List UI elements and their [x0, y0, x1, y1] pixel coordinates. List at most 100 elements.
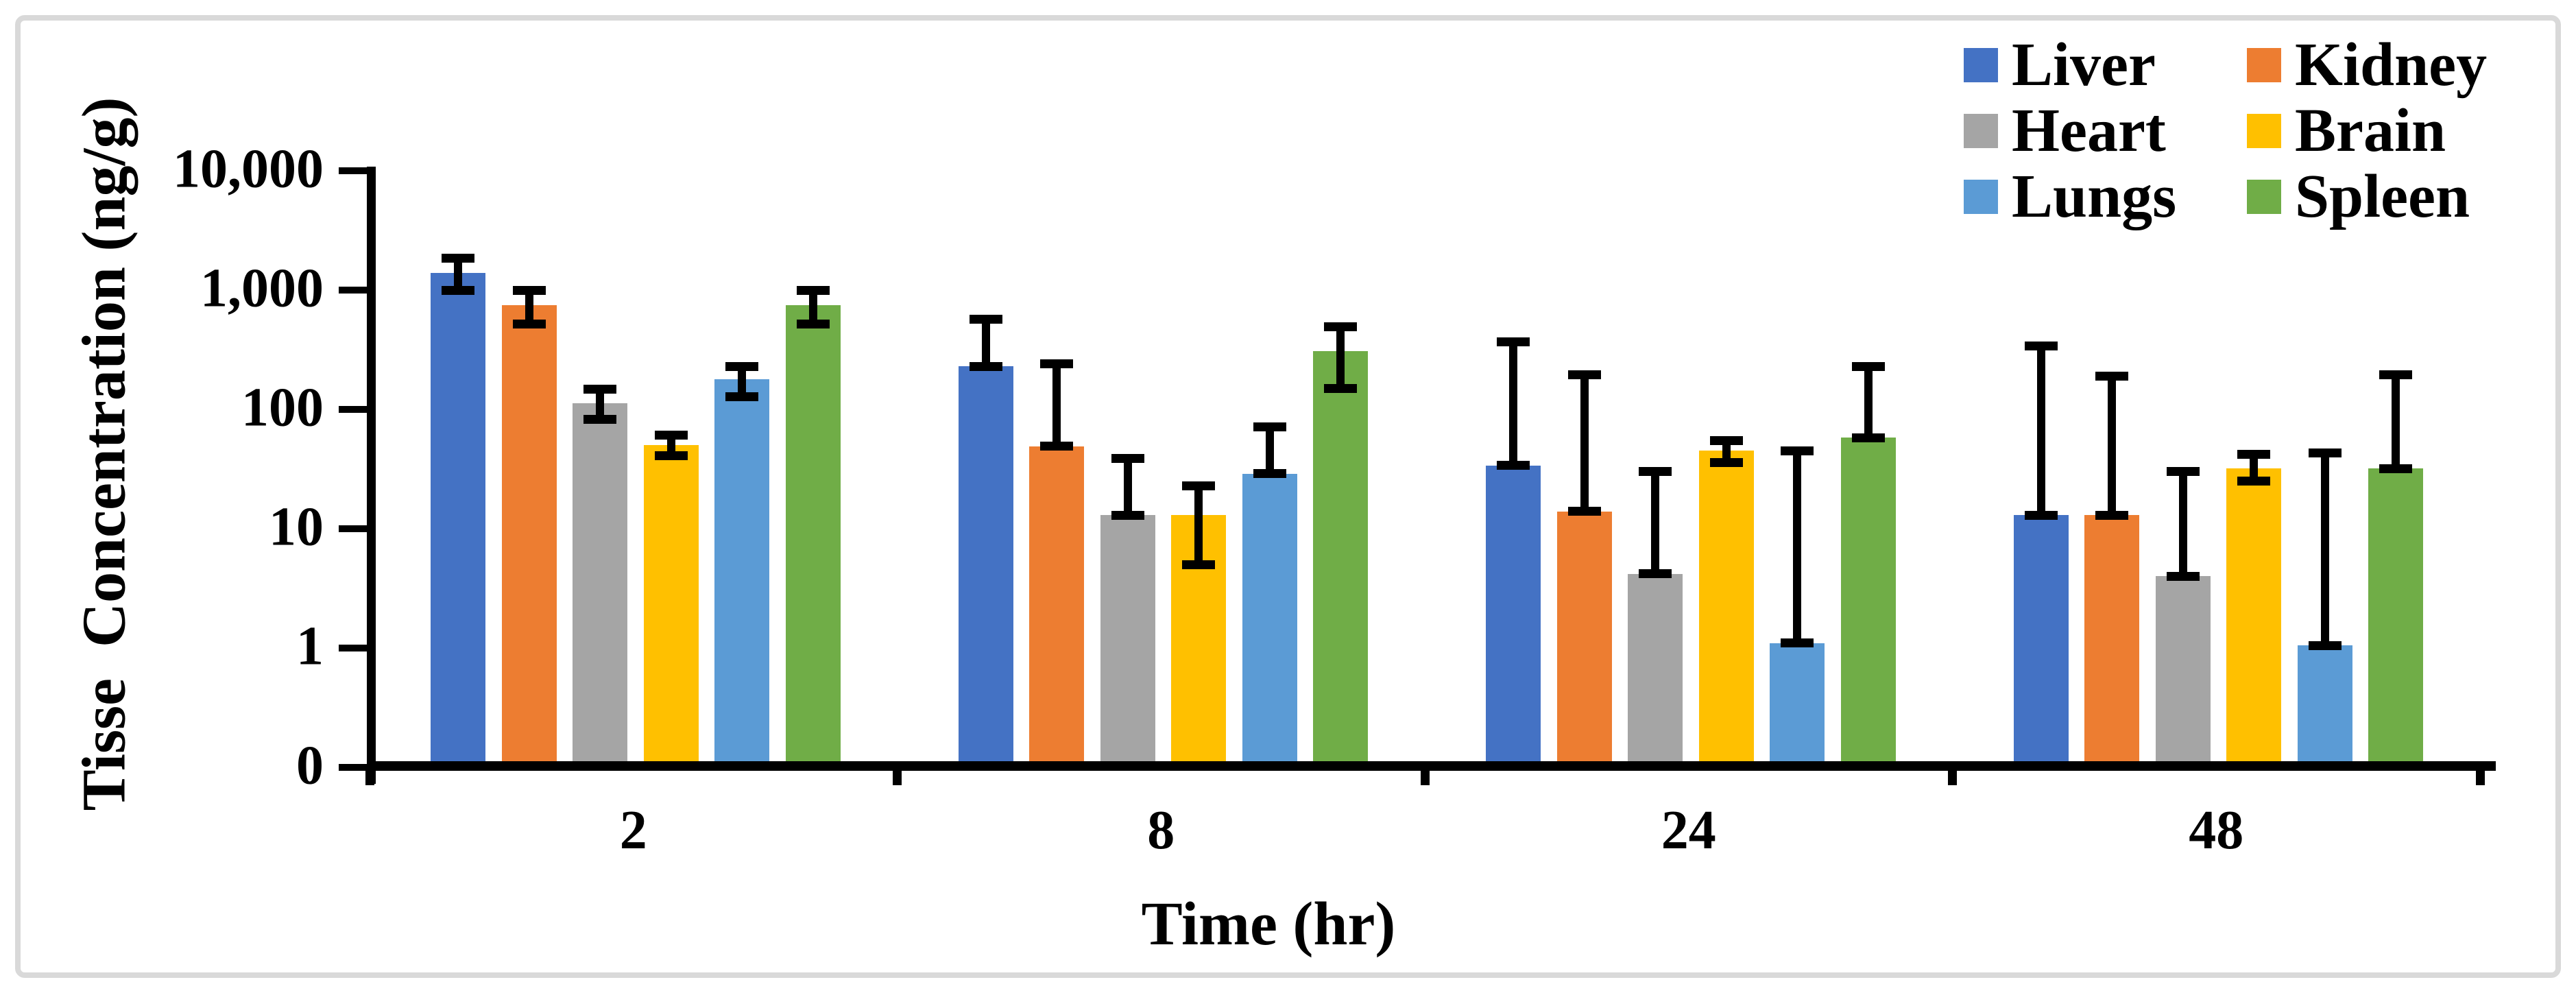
error-bar-cap-bottom — [1639, 569, 1672, 579]
error-bar-whisker — [1509, 342, 1517, 466]
bar-kidney-48hr — [2084, 515, 2139, 771]
error-bar-cap-bottom — [969, 361, 1002, 371]
category-label: 24 — [1661, 800, 1716, 861]
x-axis-tick — [1420, 771, 1430, 785]
y-axis-title: Tisse Concentration (ng/g) — [70, 97, 139, 811]
error-bar-cap-bottom — [1040, 442, 1073, 451]
category-label: 2 — [619, 800, 647, 861]
error-bar-whisker — [2392, 374, 2400, 469]
error-bar-cap-bottom — [583, 414, 616, 424]
error-bar-cap-top — [1324, 322, 1357, 332]
error-bar-whisker — [525, 290, 533, 324]
error-bar-cap-bottom — [1253, 469, 1286, 479]
y-tick-label: 100 — [241, 377, 324, 438]
legend-swatch-heart — [1964, 114, 1998, 148]
bar-heart-2hr — [573, 403, 627, 771]
error-bar-whisker — [1722, 440, 1731, 463]
legend-swatch-brain — [2247, 114, 2281, 148]
bar-spleen-8hr — [1313, 350, 1368, 771]
x-axis-tick — [893, 771, 902, 785]
error-bar-whisker — [1336, 326, 1345, 389]
error-bar-cap-bottom — [512, 319, 546, 328]
error-bar-whisker — [2320, 453, 2329, 646]
x-axis-tick — [365, 771, 374, 785]
error-bar-cap-bottom — [2308, 641, 2342, 650]
error-bar-whisker — [2178, 471, 2187, 577]
y-axis-tick — [339, 525, 367, 532]
error-bar-whisker — [981, 319, 990, 367]
error-bar-cap-bottom — [1567, 507, 1601, 516]
legend-label: Brain — [2295, 97, 2446, 165]
y-tick-label: 0 — [296, 735, 324, 796]
error-bar-cap-top — [1182, 481, 1215, 490]
error-bar-cap-top — [1567, 370, 1601, 380]
x-axis-line — [367, 761, 2496, 771]
error-bar-cap-top — [2379, 370, 2412, 379]
x-axis-title: Time (hr) — [1141, 890, 1396, 958]
error-bar-whisker — [738, 366, 746, 397]
error-bar-cap-bottom — [2379, 464, 2412, 473]
error-bar-cap-top — [583, 384, 616, 394]
error-bar-whisker — [1651, 471, 1659, 574]
error-bar-cap-top — [969, 314, 1002, 324]
error-bar-cap-top — [796, 285, 830, 295]
legend-swatch-lungs — [1964, 180, 1998, 214]
error-bar-cap-bottom — [2095, 510, 2128, 520]
y-axis-line — [367, 167, 376, 784]
y-axis-tick — [339, 764, 367, 771]
error-bar-cap-bottom — [1781, 638, 1814, 648]
error-bar-whisker — [2250, 454, 2258, 481]
legend-item-kidney: Kidney — [2247, 34, 2487, 96]
bar-liver-2hr — [431, 272, 485, 771]
bar-heart-24hr — [1628, 573, 1683, 771]
bar-spleen-24hr — [1840, 438, 1896, 771]
error-bar-cap-bottom — [1497, 461, 1530, 470]
category-label: 8 — [1147, 800, 1175, 861]
legend-label: Spleen — [2295, 163, 2470, 230]
bar-kidney-8hr — [1029, 446, 1084, 771]
error-bar-cap-top — [725, 361, 758, 371]
y-axis-tick — [339, 167, 367, 174]
bar-lungs-2hr — [714, 379, 769, 771]
error-bar-cap-top — [1040, 359, 1073, 369]
error-bar-whisker — [596, 389, 604, 420]
error-bar-whisker — [454, 258, 462, 290]
legend-item-heart: Heart — [1964, 97, 2247, 165]
bar-heart-8hr — [1100, 515, 1155, 771]
bar-kidney-24hr — [1556, 511, 1612, 771]
error-bar-cap-bottom — [1709, 457, 1743, 467]
legend-swatch-liver — [1964, 48, 1998, 82]
bar-liver-48hr — [2013, 515, 2069, 771]
error-bar-cap-bottom — [442, 285, 474, 295]
error-bar-whisker — [808, 290, 817, 324]
error-bar-cap-top — [2308, 448, 2342, 458]
error-bar-cap-top — [654, 430, 688, 440]
error-bar-whisker — [1052, 363, 1061, 446]
y-axis-tick — [339, 287, 367, 294]
figure-border — [15, 15, 2561, 978]
bar-lungs-8hr — [1242, 473, 1297, 771]
error-bar-cap-top — [2095, 371, 2128, 381]
legend-label: Heart — [2012, 97, 2166, 165]
legend-item-spleen: Spleen — [2247, 163, 2487, 230]
bar-brain-48hr — [2226, 468, 2281, 771]
legend-item-brain: Brain — [2247, 97, 2487, 165]
error-bar-cap-top — [2237, 450, 2270, 459]
error-bar-whisker — [1194, 486, 1203, 565]
legend-label: Lungs — [2012, 163, 2177, 230]
error-bar-whisker — [1580, 374, 1589, 512]
error-bar-cap-top — [1709, 435, 1743, 445]
error-bar-cap-bottom — [2237, 477, 2270, 486]
x-axis-tick — [2475, 771, 2485, 785]
error-bar-cap-bottom — [2024, 510, 2058, 520]
error-bar-whisker — [1123, 458, 1132, 516]
bar-lungs-24hr — [1770, 643, 1825, 771]
error-bar-cap-top — [512, 285, 546, 295]
bar-lungs-48hr — [2297, 645, 2352, 771]
legend: Liver Kidney Heart Brain Lungs Spleen — [1964, 34, 2487, 230]
legend-item-liver: Liver — [1964, 34, 2247, 96]
error-bar-cap-bottom — [796, 319, 830, 328]
x-axis-tick — [1948, 771, 1957, 785]
error-bar-whisker — [1265, 427, 1274, 474]
